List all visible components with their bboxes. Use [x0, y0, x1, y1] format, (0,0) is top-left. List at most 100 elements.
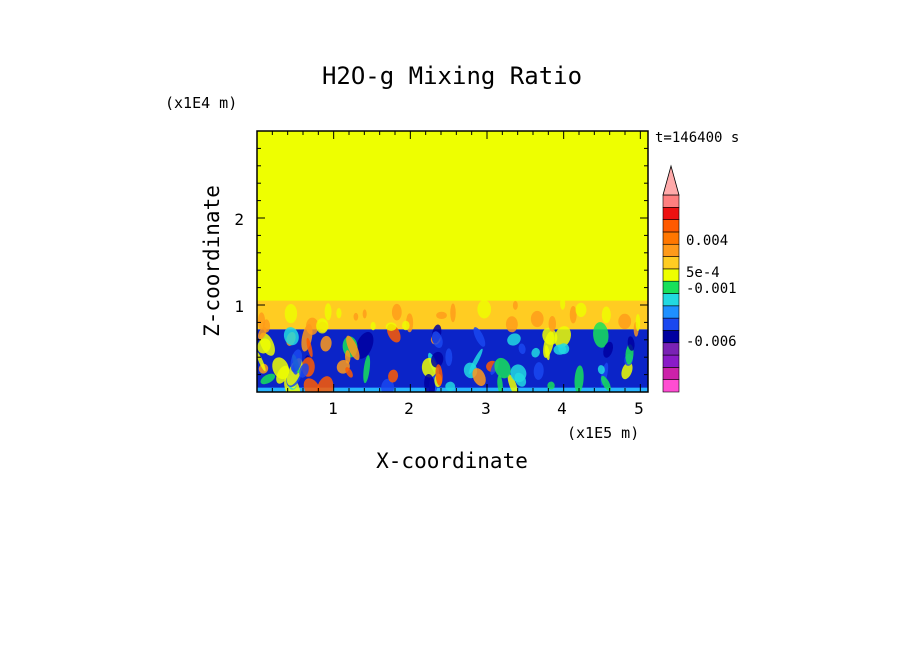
turbulent-plume: [533, 362, 544, 380]
turbulent-plume: [388, 369, 399, 383]
entrainment-wisp: [512, 300, 518, 310]
turbulent-plume: [355, 331, 374, 359]
colorbar-level: [662, 280, 680, 294]
chart-title: H2O-g Mixing Ratio: [322, 62, 582, 90]
colorbar-level: [662, 268, 680, 282]
entrainment-wisp: [575, 302, 587, 318]
entrainment-wisp: [391, 303, 402, 321]
entrainment-wisp: [385, 322, 397, 331]
colorbar-level: [662, 330, 680, 344]
turbulent-plume: [597, 365, 605, 375]
field-layer: [257, 131, 648, 305]
colorbar-level: [662, 367, 680, 380]
y-axis: 1 2 Z-coordinate: [200, 147, 648, 376]
turbulent-plume: [283, 327, 299, 346]
entrainment-wisp: [370, 321, 376, 331]
turbulent-plume: [257, 351, 266, 372]
colorbar-tick-label: -0.006: [686, 334, 737, 350]
colorbar-level: [662, 207, 680, 220]
plot-frame: [256, 130, 649, 393]
colorbar-level: [662, 231, 680, 245]
turbulent-plume: [603, 341, 614, 358]
turbulent-plume: [601, 375, 611, 391]
colorbar-tick-label: 5e-4: [686, 265, 720, 281]
turbulent-plume: [299, 363, 309, 378]
x-tick-label: 3: [481, 399, 491, 418]
mixing-ratio-field: [257, 131, 648, 392]
colorbar-level: [662, 256, 680, 270]
x-axis-unit: (x1E5 m): [567, 424, 639, 442]
y-tick-label: 1: [234, 297, 244, 316]
x-tick-label: 1: [328, 399, 338, 418]
entrainment-wisp: [548, 315, 557, 332]
colorbar-tick-label: -0.001: [686, 281, 737, 297]
colorbar-extend-arrow: [662, 164, 680, 196]
turbulent-plume: [424, 373, 436, 392]
turbulent-plume: [303, 378, 321, 392]
y-tick-label: 2: [234, 210, 244, 229]
entrainment-wisp: [353, 312, 359, 321]
turbulent-plume: [621, 362, 633, 380]
turbulent-plume: [542, 327, 558, 345]
turbulent-plume: [445, 381, 456, 392]
turbulent-plume: [507, 333, 521, 346]
entrainment-wisp: [560, 297, 566, 310]
entrainment-wisp: [436, 311, 447, 320]
turbulent-plume: [346, 335, 360, 361]
turbulent-plume: [531, 347, 540, 358]
x-tick-label: 2: [404, 399, 414, 418]
entrainment-wisp: [284, 303, 298, 324]
colorbar-level: [662, 305, 680, 319]
colorbar-level: [662, 243, 680, 257]
colorbar-level: [662, 342, 680, 356]
entrainment-wisp: [477, 299, 492, 319]
colorbar: 0.004 5e-4 -0.001 -0.006: [662, 164, 737, 393]
entrainment-wisp: [601, 306, 611, 324]
x-axis-label: X-coordinate: [376, 449, 528, 473]
colorbar-level: [662, 293, 680, 307]
entrainment-wisp: [306, 317, 319, 335]
x-tick-label: 4: [557, 399, 567, 418]
turbulent-plume: [547, 381, 555, 390]
colorbar-level: [662, 354, 680, 368]
colorbar-level: [662, 379, 680, 393]
turbulent-plume: [473, 327, 486, 347]
plot-area: [256, 130, 649, 393]
colorbar-level: [662, 317, 680, 331]
entrainment-wisp: [505, 316, 518, 333]
turbulent-plume: [445, 348, 453, 367]
entrainment-wisp: [530, 310, 544, 328]
turbulent-plume: [472, 368, 486, 386]
y-axis-label: Z-coordinate: [200, 185, 224, 337]
entrainment-wisp: [362, 309, 367, 319]
colorbar-level: [662, 219, 680, 233]
x-axis: 1 2 3 4 5 (x1E5 m) X-coordinate: [271, 131, 644, 473]
turbulent-plume: [554, 326, 571, 348]
entrainment-wisp: [257, 312, 266, 330]
turbulent-plume: [306, 337, 313, 358]
entrainment-wisp: [402, 320, 410, 331]
entrainment-wisp: [336, 307, 342, 319]
turbulent-plume: [627, 336, 635, 351]
y-axis-unit: (x1E4 m): [165, 94, 237, 112]
turbulent-plume: [431, 351, 444, 368]
turbulent-plume: [574, 365, 584, 392]
time-label: t=146400 s: [655, 130, 739, 146]
turbulent-plume: [435, 364, 443, 386]
turbulent-plume: [593, 322, 609, 348]
turbulent-plume: [276, 365, 290, 384]
turbulent-plume: [363, 355, 371, 384]
turbulent-plume: [518, 343, 526, 355]
turbulent-plume: [290, 349, 303, 373]
colorbar-tick-label: 0.004: [686, 233, 728, 249]
turbulent-plume: [497, 375, 503, 392]
turbulent-plume: [431, 331, 443, 349]
turbulent-plume: [507, 374, 519, 392]
entrainment-wisp: [316, 318, 329, 334]
turbulent-plume: [316, 376, 334, 392]
turbulent-plume: [381, 378, 395, 392]
entrainment-wisp: [569, 306, 577, 324]
turbulent-plume: [514, 372, 527, 387]
turbulent-plume: [553, 344, 567, 355]
